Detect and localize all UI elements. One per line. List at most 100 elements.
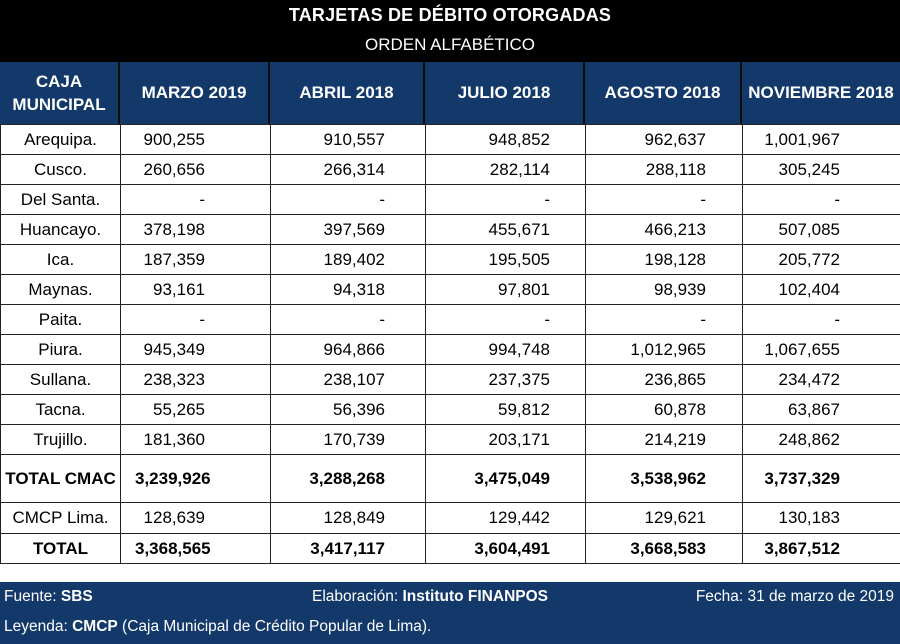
cell-value: 236,865	[585, 364, 743, 395]
row-label: CMCP Lima.	[0, 502, 121, 534]
cell-value: 282,114	[425, 154, 586, 185]
cell-value-text: 60,878	[654, 399, 706, 419]
cell-value: -	[585, 304, 743, 335]
cell-value-text: 234,472	[778, 369, 840, 389]
cell-value-text: -	[199, 309, 205, 329]
cell-value-text: 55,265	[153, 399, 205, 419]
caja-header-line2: MUNICIPAL	[12, 95, 106, 114]
cell-value: 378,198	[120, 214, 271, 245]
cell-value: 170,739	[270, 424, 426, 455]
cell-value: 203,171	[425, 424, 586, 455]
table-row: Piura. 945,349 964,866 994,748 1,012,965 1,06…	[0, 334, 900, 365]
cell-value-text: 3,538,962	[630, 468, 706, 488]
table-row: Trujillo. 181,360 170,739 203,171 214,219 248…	[0, 424, 900, 455]
table-row: Sullana. 238,323 238,107 237,375 236,865 234,…	[0, 364, 900, 395]
cell-value-text: -	[700, 309, 706, 329]
column-header-marzo-2019: MARZO 2019	[120, 62, 270, 124]
cell-value-text: 3,737,329	[764, 468, 840, 488]
cell-value-text: 56,396	[333, 399, 385, 419]
cell-value: 466,213	[585, 214, 743, 245]
legend-note: Leyenda: CMCP (Caja Municipal de Crédito…	[4, 618, 431, 636]
cell-value: 1,001,967	[742, 124, 900, 155]
cell-value-text: 238,323	[143, 369, 205, 389]
cell-value-text: 129,442	[488, 508, 550, 527]
table-header: CAJA MUNICIPAL MARZO 2019 ABRIL 2018 JUL…	[0, 62, 900, 124]
cell-value: -	[425, 184, 586, 215]
cell-value-text: 129,621	[644, 508, 706, 527]
cell-value-text: 93,161	[153, 279, 205, 299]
cell-value: 962,637	[585, 124, 743, 155]
cell-value: 59,812	[425, 394, 586, 425]
cell-value-text: 63,867	[788, 399, 840, 419]
column-header-noviembre-2018: NOVIEMBRE 2018	[748, 83, 894, 102]
table-row: Paita. - - - - -	[0, 304, 900, 335]
cell-value: 288,118	[585, 154, 743, 185]
cell-value: 248,862	[742, 424, 900, 455]
cell-value: 195,505	[425, 244, 586, 275]
cell-value-text: 3,475,049	[474, 468, 550, 488]
row-label: Piura.	[0, 334, 121, 365]
cell-value: 266,314	[270, 154, 426, 185]
cell-value-text: 260,656	[143, 159, 205, 179]
cell-value-text: 910,557	[323, 129, 385, 149]
cell-value-text: 203,171	[488, 429, 550, 449]
cell-value: -	[120, 304, 271, 335]
column-header-caja-municipal: CAJA MUNICIPAL	[0, 62, 120, 124]
cell-value: 55,265	[120, 394, 271, 425]
cell-value: 205,772	[742, 244, 900, 275]
source-note: Fuente: SBS	[4, 588, 93, 606]
cell-value-text: 1,067,655	[764, 339, 840, 359]
cell-value-text: 98,939	[654, 279, 706, 299]
cell-value-text: 266,314	[323, 159, 385, 179]
cell-value-text: 94,318	[333, 279, 385, 299]
cell-value: 945,349	[120, 334, 271, 365]
cell-value-text: 128,639	[143, 508, 205, 527]
cell-value: 948,852	[425, 124, 586, 155]
cell-value-text: 282,114	[489, 159, 550, 179]
table-row: Huancayo. 378,198 397,569 455,671 466,213 507…	[0, 214, 900, 245]
data-table: Arequipa. 900,255 910,557 948,852 962,637 1,0…	[0, 124, 900, 564]
cell-value: -	[742, 304, 900, 335]
cell-value-text: -	[834, 309, 840, 329]
cell-value-text: 3,368,565	[135, 538, 211, 558]
page-title: TARJETAS DE DÉBITO OTORGADAS	[288, 5, 612, 25]
cell-value: 189,402	[270, 244, 426, 275]
cell-value-text: -	[379, 189, 385, 209]
cell-value: 237,375	[425, 364, 586, 395]
cell-value: -	[270, 304, 426, 335]
cell-value-text: 3,604,491	[474, 538, 550, 558]
cell-value-text: -	[700, 189, 706, 209]
cell-value-text: 948,852	[488, 129, 550, 149]
elaboration-label: Elaboración:	[312, 588, 399, 605]
cell-value-text: 236,865	[644, 369, 706, 389]
row-label: Huancayo.	[0, 214, 121, 245]
cell-value-text: 237,375	[488, 369, 550, 389]
table-row: Del Santa. - - - - -	[0, 184, 900, 215]
total-row: TOTAL 3,368,565 3,417,117 3,604,491 3,668,58…	[0, 533, 900, 564]
cell-value: 238,323	[120, 364, 271, 395]
cell-value-text: 181,360	[143, 429, 205, 449]
cell-value-text: -	[544, 309, 550, 329]
row-label: TOTAL CMAC	[0, 454, 121, 503]
source-value: SBS	[60, 588, 93, 605]
cell-value: 234,472	[742, 364, 900, 395]
cell-value: 900,255	[120, 124, 271, 155]
cell-value: 3,417,117	[270, 533, 426, 564]
elaboration-note: Elaboración: Instituto FINANPOS	[312, 588, 548, 606]
table-row: Cusco. 260,656 266,314 282,114 288,118 305,24…	[0, 154, 900, 185]
cell-value-text: 128,849	[323, 508, 385, 527]
cell-value: 305,245	[742, 154, 900, 185]
column-header-abril-2018: ABRIL 2018	[270, 62, 425, 124]
cell-value: 3,475,049	[425, 454, 586, 503]
cell-value-text: 248,862	[778, 429, 840, 449]
cell-value-text: 195,505	[488, 249, 550, 269]
row-label: Paita.	[0, 304, 121, 335]
cell-value: -	[270, 184, 426, 215]
column-header-julio-2018: JULIO 2018	[425, 62, 585, 124]
cell-value-text: 198,128	[644, 249, 706, 269]
cell-value-text: 964,866	[323, 339, 385, 359]
cell-value-text: 378,198	[143, 219, 205, 239]
cell-value-text: 130,183	[778, 508, 840, 527]
source-label: Fuente:	[4, 588, 57, 605]
table-row: Maynas. 93,161 94,318 97,801 98,939 102,404	[0, 274, 900, 305]
